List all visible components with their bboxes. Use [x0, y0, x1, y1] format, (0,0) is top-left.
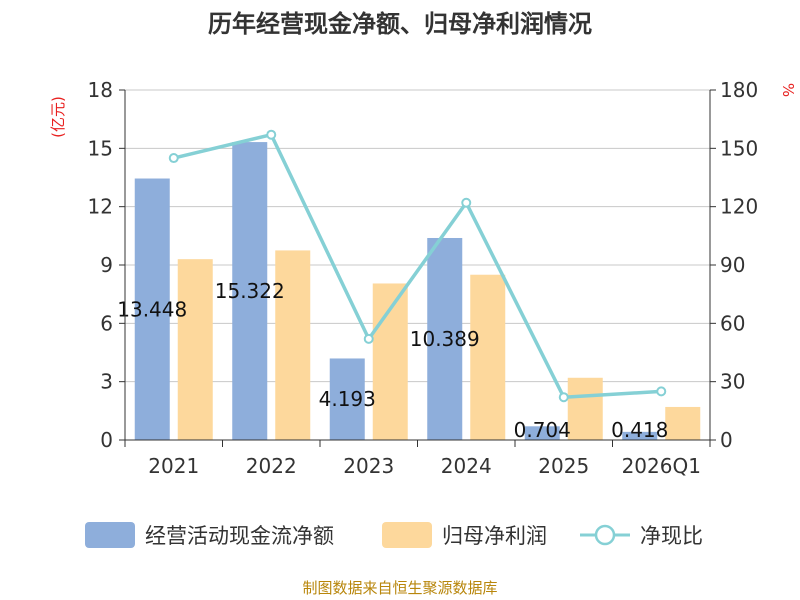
right-tick-label: 120: [720, 195, 758, 219]
ratio-point: [558, 392, 569, 403]
chart-title: 历年经营现金净额、归母净利润情况: [208, 10, 592, 38]
x-tick-label: 2022: [246, 454, 297, 478]
right-tick-label: 150: [720, 136, 758, 160]
right-tick-label: 180: [720, 78, 758, 102]
net-profit-bar: [470, 274, 506, 440]
legend-label-ratio: 净现比: [640, 524, 703, 548]
left-tick-label: 9: [100, 253, 113, 277]
ratio-point: [461, 197, 472, 208]
net-profit-bar: [665, 406, 701, 440]
right-tick-label: 90: [720, 253, 745, 277]
cashflow-data-label: 10.389: [410, 327, 480, 351]
x-tick-label: 2026Q1: [622, 454, 701, 478]
ratio-line-path: [173, 132, 662, 399]
ratio-point: [656, 386, 667, 397]
left-tick-label: 15: [88, 136, 113, 160]
cashflow-data-label: 15.322: [215, 279, 285, 303]
gridlines: [125, 89, 710, 441]
x-tick-label: 2024: [441, 454, 492, 478]
cashflow-bar: [622, 431, 658, 440]
legend-label-net-profit: 归母净利润: [442, 524, 547, 548]
left-axis-unit: (亿元): [49, 96, 67, 138]
source-note: 制图数据来自恒生聚源数据库: [302, 579, 497, 597]
ratio-point: [168, 153, 179, 164]
x-tick-label: 2023: [343, 454, 394, 478]
right-tick-label: 30: [720, 370, 745, 394]
cashflow-bar: [524, 426, 560, 440]
legend-swatch-net-profit: [382, 522, 432, 548]
legend-label-cashflow: 经营活动现金流净额: [145, 524, 334, 548]
cashflow-data-label: 0.418: [611, 418, 668, 442]
x-tick-label: 2025: [538, 454, 589, 478]
ratio-line: [168, 129, 667, 403]
legend: 经营活动现金流净额 归母净利润 净现比: [85, 522, 703, 548]
ratio-point: [266, 129, 277, 140]
ratio-point: [363, 333, 374, 344]
legend-swatch-cashflow: [85, 522, 135, 548]
legend-marker-ratio: [594, 524, 616, 546]
data-labels: 13.448 15.322 4.193 10.389 0.704 0.418: [117, 279, 668, 442]
bars: [134, 142, 701, 441]
left-tick-label: 0: [100, 428, 113, 452]
x-tick-label: 2021: [148, 454, 199, 478]
cashflow-bar: [134, 178, 170, 440]
net-profit-bar: [567, 377, 603, 440]
left-tick-label: 12: [88, 195, 113, 219]
cashflow-data-label: 13.448: [117, 297, 187, 321]
cashflow-bar: [232, 142, 268, 441]
cashflow-data-label: 4.193: [319, 387, 376, 411]
right-tick-label: 60: [720, 311, 745, 335]
cashflow-data-label: 0.704: [514, 418, 571, 442]
net-profit-bar: [275, 250, 311, 440]
left-tick-label: 18: [88, 78, 113, 102]
left-tick-label: 6: [100, 311, 113, 335]
right-tick-label: 0: [720, 428, 733, 452]
right-axis-unit: %: [779, 83, 797, 97]
net-profit-bar: [177, 259, 213, 440]
cashflow-bar: [329, 358, 365, 440]
cashflow-bar: [427, 237, 463, 440]
left-tick-label: 3: [100, 370, 113, 394]
